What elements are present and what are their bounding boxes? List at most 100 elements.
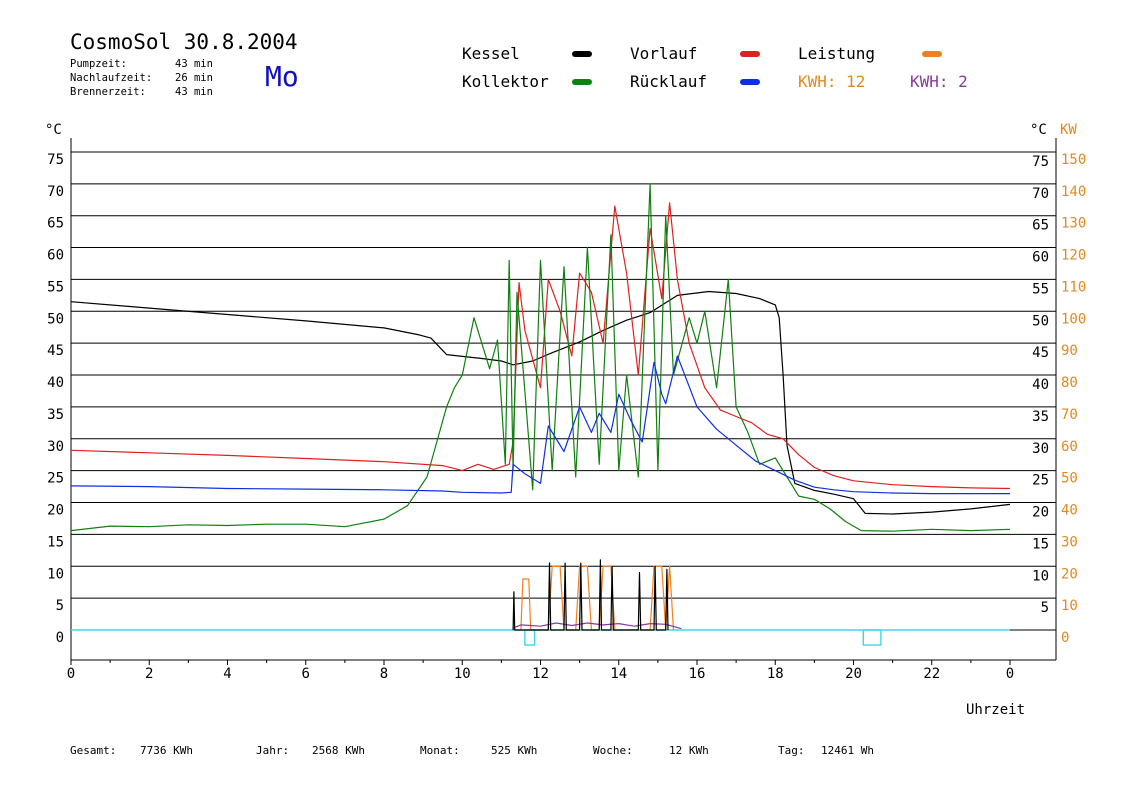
x-tick-label: 4	[223, 666, 231, 682]
footer-gesamt-label: Gesamt:	[70, 744, 117, 757]
y-tick-left: 10	[47, 566, 64, 582]
legend-swatch-vorlauf	[740, 51, 760, 57]
y-tick-kw: 80	[1061, 375, 1078, 391]
y-tick-right: 10	[1032, 568, 1049, 584]
y-tick-right: 70	[1032, 186, 1049, 202]
y-tick-left: 5	[56, 598, 64, 614]
y-tick-right: 35	[1032, 409, 1049, 425]
x-tick-label: 18	[767, 666, 784, 682]
y-tick-right: 75	[1032, 154, 1049, 170]
y-tick-right: 60	[1032, 250, 1049, 266]
y-tick-right: 30	[1032, 441, 1049, 457]
x-axis-label: Uhrzeit	[966, 702, 1026, 718]
y-tick-left: 70	[47, 184, 64, 200]
x-tick-label: 8	[380, 666, 388, 682]
y-tick-right: 15	[1032, 536, 1049, 552]
chart-title: CosmoSol 30.8.2004	[70, 30, 298, 54]
footer-jahr-label: Jahr:	[256, 744, 290, 757]
footer-woche-value: 12 KWh	[669, 744, 709, 757]
y-tick-right: 25	[1032, 473, 1049, 489]
y-tick-kw: 90	[1061, 343, 1078, 359]
footer-monat-label: Monat:	[420, 744, 460, 757]
y-tick-kw: 30	[1061, 534, 1078, 550]
y-tick-right: 50	[1032, 313, 1049, 329]
series-line-kwh-tag	[512, 622, 682, 630]
footer-jahr-value: 2568 KWh	[312, 744, 365, 757]
y-tick-kw: 20	[1061, 566, 1078, 582]
y-tick-kw: 140	[1061, 184, 1086, 200]
right-axis-unit: °C	[1030, 122, 1047, 138]
legend-swatch-kessel	[572, 51, 592, 57]
info-label-brennerzeit: Brennerzeit:	[70, 86, 146, 98]
footer-gesamt-value: 7736 KWh	[140, 744, 193, 757]
y-tick-left: 55	[47, 279, 64, 295]
y-tick-kw: 70	[1061, 407, 1078, 423]
legend-kwh-purple: KWH: 2	[910, 72, 968, 91]
y-tick-left: 35	[47, 407, 64, 423]
y-tick-left: 60	[47, 248, 64, 264]
legend-kwh-orange: KWH: 12	[798, 72, 866, 91]
y-tick-right: 5	[1041, 600, 1049, 616]
y-tick-kw: 110	[1061, 279, 1086, 295]
series-line-vorlauf	[70, 202, 1011, 490]
left-axis-unit: °C	[45, 122, 62, 138]
series-line-kessel	[70, 290, 1011, 515]
right-axis-unit-kw: KW	[1060, 122, 1077, 138]
y-tick-left: 15	[47, 534, 64, 550]
y-tick-right: 20	[1032, 505, 1049, 521]
legend-label-vorlauf: Vorlauf	[630, 44, 698, 63]
pump-marker	[524, 629, 536, 646]
x-tick-label: 22	[923, 666, 940, 682]
y-tick-right: 40	[1032, 377, 1049, 393]
pump-marker	[862, 629, 882, 646]
y-tick-kw: 50	[1061, 471, 1078, 487]
y-tick-left: 75	[47, 152, 64, 168]
y-tick-left: 65	[47, 216, 64, 232]
legend-swatch-leistung	[922, 51, 942, 57]
y-tick-right: 45	[1032, 345, 1049, 361]
legend-label-kollektor: Kollektor	[462, 72, 549, 91]
x-tick-label: 12	[532, 666, 549, 682]
y-tick-left: 40	[47, 375, 64, 391]
x-tick-label: 16	[689, 666, 706, 682]
x-tick-label: 14	[610, 666, 627, 682]
y-tick-right: 55	[1032, 281, 1049, 297]
legend-swatch-ruecklauf	[740, 79, 760, 85]
y-tick-left: 30	[47, 439, 64, 455]
series-line-r-cklauf	[70, 355, 1010, 495]
footer-tag-value: 12461 Wh	[821, 744, 874, 757]
x-tick-label: 0	[67, 666, 75, 682]
y-tick-kw: 130	[1061, 216, 1086, 232]
x-tick-label: 2	[145, 666, 153, 682]
x-tick-label: 6	[302, 666, 310, 682]
y-tick-left: 0	[56, 630, 64, 646]
info-value-brennerzeit: 43 min	[175, 86, 213, 98]
info-label-pumpzeit: Pumpzeit:	[70, 58, 127, 70]
footer-monat-value: 525 KWh	[491, 744, 538, 757]
y-tick-kw: 150	[1061, 152, 1086, 168]
y-tick-kw: 10	[1061, 598, 1078, 614]
legend-swatch-kollektor	[572, 79, 592, 85]
x-tick-label: 10	[454, 666, 471, 682]
y-tick-right: 65	[1032, 218, 1049, 234]
info-value-nachlaufzeit: 26 min	[175, 72, 213, 84]
x-tick-label: 20	[845, 666, 862, 682]
y-tick-left: 45	[47, 343, 64, 359]
legend-label-ruecklauf: Rücklauf	[630, 72, 708, 91]
y-tick-kw: 40	[1061, 503, 1078, 519]
info-value-pumpzeit: 43 min	[175, 58, 213, 70]
legend-label-kessel: Kessel	[462, 44, 520, 63]
x-tick-label: 0	[1006, 666, 1014, 682]
footer-tag-label: Tag:	[778, 744, 805, 757]
info-label-nachlaufzeit: Nachlaufzeit:	[70, 72, 153, 84]
legend-label-leistung: Leistung	[798, 44, 876, 63]
y-tick-left: 25	[47, 471, 64, 487]
y-tick-kw: 120	[1061, 248, 1086, 264]
y-tick-left: 20	[47, 503, 64, 519]
y-tick-kw: 100	[1061, 311, 1086, 327]
series-line-brenner	[512, 559, 669, 631]
y-tick-kw: 0	[1061, 630, 1069, 646]
weekday-label: Mo	[265, 60, 299, 93]
y-tick-left: 50	[47, 311, 64, 327]
